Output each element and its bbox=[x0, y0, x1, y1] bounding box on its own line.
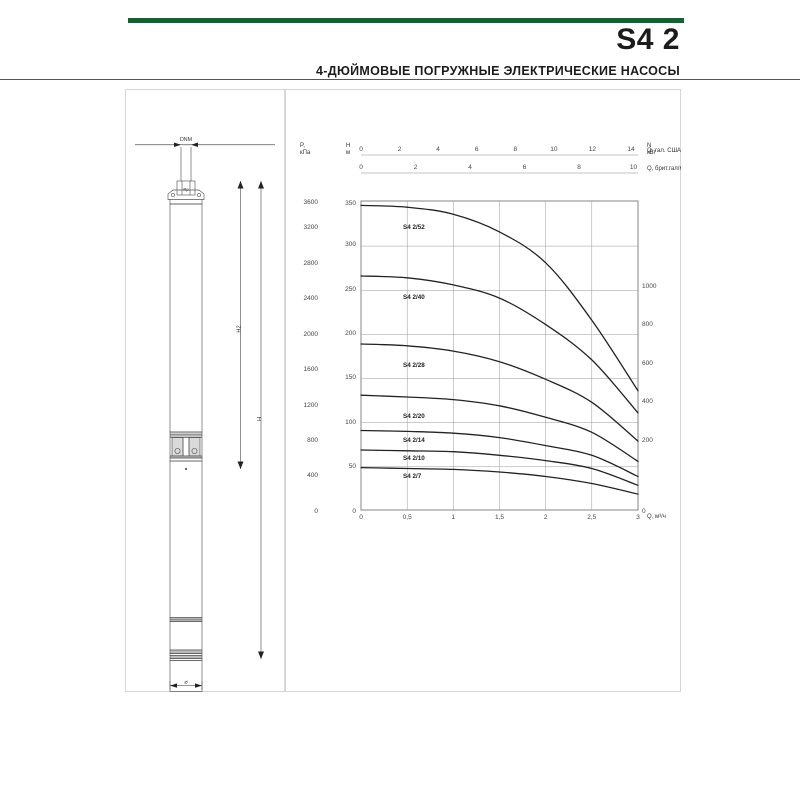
svg-text:H: H bbox=[257, 417, 263, 421]
svg-text:2: 2 bbox=[398, 146, 402, 153]
svg-text:2000: 2000 bbox=[304, 331, 319, 338]
svg-text:300: 300 bbox=[345, 241, 356, 248]
svg-text:Q, брит.гал/мин: Q, брит.гал/мин bbox=[647, 166, 681, 172]
svg-text:8: 8 bbox=[577, 164, 581, 171]
svg-text:2400: 2400 bbox=[304, 295, 319, 302]
svg-text:1600: 1600 bbox=[304, 366, 319, 373]
svg-text:6: 6 bbox=[523, 164, 527, 171]
svg-text:2,5: 2,5 bbox=[587, 514, 596, 521]
svg-text:DNM: DNM bbox=[180, 137, 192, 143]
svg-text:3600: 3600 bbox=[304, 199, 319, 206]
svg-text:3: 3 bbox=[636, 514, 640, 521]
svg-text:S4 2/10: S4 2/10 bbox=[403, 455, 425, 462]
svg-text:3200: 3200 bbox=[304, 224, 319, 231]
svg-text:600: 600 bbox=[642, 360, 653, 367]
svg-text:100: 100 bbox=[345, 419, 356, 426]
svg-text:350: 350 bbox=[345, 200, 356, 207]
svg-text:10: 10 bbox=[550, 146, 558, 153]
svg-text:400: 400 bbox=[307, 472, 318, 479]
svg-text:кПа: кПа bbox=[300, 150, 311, 156]
svg-text:м: м bbox=[346, 150, 350, 156]
svg-text:1000: 1000 bbox=[642, 283, 657, 290]
svg-text:1: 1 bbox=[451, 514, 455, 521]
svg-text:S4 2/14: S4 2/14 bbox=[403, 437, 425, 444]
svg-text:0,5: 0,5 bbox=[403, 514, 412, 521]
svg-text:0: 0 bbox=[352, 508, 356, 515]
svg-text:200: 200 bbox=[642, 437, 653, 444]
svg-text:0: 0 bbox=[359, 164, 363, 171]
svg-text:50: 50 bbox=[349, 463, 357, 470]
svg-text:H: H bbox=[346, 143, 350, 149]
svg-text:4: 4 bbox=[468, 164, 472, 171]
svg-text:N: N bbox=[647, 143, 651, 149]
svg-text:0: 0 bbox=[642, 508, 646, 515]
svg-text:0: 0 bbox=[359, 514, 363, 521]
svg-text:P,: P, bbox=[300, 143, 305, 149]
svg-text:400: 400 bbox=[642, 398, 653, 405]
svg-text:2: 2 bbox=[544, 514, 548, 521]
svg-text:14: 14 bbox=[627, 146, 635, 153]
svg-text:800: 800 bbox=[642, 321, 653, 328]
svg-text:⌀: ⌀ bbox=[184, 680, 188, 686]
svg-text:4: 4 bbox=[436, 146, 440, 153]
svg-text:S4 2/20: S4 2/20 bbox=[403, 413, 425, 420]
svg-text:S4 2/28: S4 2/28 bbox=[403, 362, 425, 369]
svg-text:S4 2/52: S4 2/52 bbox=[403, 224, 425, 231]
svg-text:S4 2/7: S4 2/7 bbox=[403, 473, 422, 480]
svg-text:H2: H2 bbox=[237, 325, 243, 332]
svg-text:2: 2 bbox=[414, 164, 418, 171]
svg-text:150: 150 bbox=[345, 374, 356, 381]
svg-text:6: 6 bbox=[475, 146, 479, 153]
svg-text:S4 2/40: S4 2/40 bbox=[403, 294, 425, 301]
svg-text:800: 800 bbox=[307, 437, 318, 444]
svg-text:кВт: кВт bbox=[647, 150, 656, 156]
svg-text:0: 0 bbox=[314, 508, 318, 515]
svg-text:1,5: 1,5 bbox=[495, 514, 504, 521]
svg-text:1200: 1200 bbox=[304, 402, 319, 409]
svg-text:Q, м³/ч: Q, м³/ч bbox=[647, 514, 666, 520]
svg-text:0: 0 bbox=[359, 146, 363, 153]
svg-text:10: 10 bbox=[630, 164, 638, 171]
svg-text:250: 250 bbox=[345, 286, 356, 293]
svg-text:8: 8 bbox=[513, 146, 517, 153]
svg-text:200: 200 bbox=[345, 330, 356, 337]
svg-text:2800: 2800 bbox=[304, 260, 319, 267]
svg-text:Rp: Rp bbox=[183, 187, 189, 192]
svg-text:12: 12 bbox=[589, 146, 597, 153]
